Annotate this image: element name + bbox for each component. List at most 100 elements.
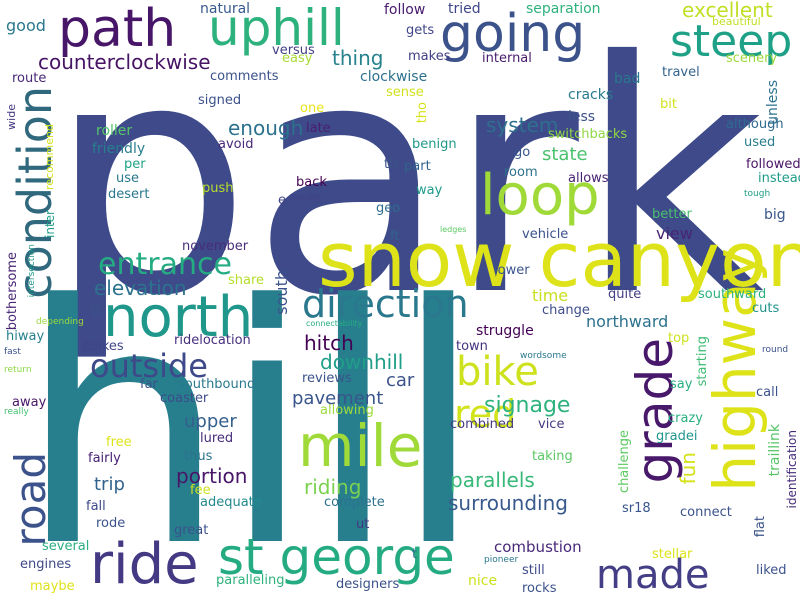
word: inter	[43, 210, 57, 238]
word: view	[656, 224, 693, 243]
word: change	[542, 303, 590, 318]
word: vehicle	[522, 227, 569, 242]
word: rode	[96, 516, 126, 531]
word: park	[48, 0, 765, 366]
word: although	[726, 117, 784, 132]
word: desert	[108, 187, 150, 202]
word: share	[228, 273, 265, 288]
word: bit	[660, 97, 677, 112]
word: avoid	[218, 137, 254, 152]
word: internal	[482, 51, 532, 66]
word: reviews	[302, 371, 352, 386]
word: paralleling	[216, 573, 285, 588]
word: tried	[448, 1, 481, 17]
word: st george	[218, 528, 455, 586]
word: sense	[386, 85, 424, 100]
word: mostly	[290, 193, 321, 203]
word: ebikes	[82, 339, 124, 354]
word: upper	[184, 411, 237, 432]
word: excellent	[682, 0, 773, 22]
word: natural	[200, 1, 251, 17]
word: snow canyon	[318, 215, 800, 304]
word: thus	[184, 449, 213, 464]
word: several	[42, 539, 90, 554]
word: fun	[676, 452, 700, 485]
word: road	[6, 452, 55, 547]
word: pioneer	[484, 555, 519, 565]
word: ft	[390, 229, 400, 244]
word: room	[504, 165, 538, 180]
word: bad	[614, 71, 641, 87]
word: ridelocation	[174, 333, 251, 348]
word: cuts	[752, 301, 780, 316]
word: use	[116, 171, 140, 186]
word: travel	[662, 65, 700, 80]
word: thing	[332, 46, 384, 70]
word: traillink	[767, 424, 783, 477]
word: hill	[18, 235, 484, 600]
word: th	[384, 157, 398, 172]
word: top	[668, 331, 690, 346]
word: hiway	[6, 329, 45, 344]
word: separation	[526, 1, 601, 17]
word: path	[58, 0, 177, 59]
word: geo	[376, 201, 401, 216]
word: follow	[384, 2, 426, 18]
word: counterclockwise	[38, 50, 211, 74]
word: going	[440, 4, 586, 64]
word: versus	[272, 43, 315, 58]
word: portion	[176, 464, 248, 488]
word: loop	[480, 163, 600, 228]
word: hitch	[304, 331, 354, 355]
word: e	[278, 193, 286, 208]
word: complete	[324, 495, 385, 510]
word: less	[568, 109, 596, 125]
word: stellar	[652, 547, 693, 562]
word: per	[124, 157, 146, 172]
word: outside	[90, 347, 208, 385]
word: better	[652, 207, 692, 222]
word: way	[416, 183, 443, 198]
word: back	[296, 175, 327, 190]
word: fast	[4, 347, 21, 357]
word: instead	[758, 171, 800, 186]
word: lower	[494, 263, 530, 278]
word: push	[202, 181, 234, 196]
word: benign	[412, 137, 457, 152]
word: identification	[785, 430, 799, 509]
word: adequate	[200, 495, 262, 510]
word: route	[12, 71, 47, 86]
word: state	[542, 144, 588, 165]
word: system	[486, 113, 559, 137]
word: riding	[304, 475, 362, 499]
word: made	[596, 552, 710, 598]
word: friendly	[92, 141, 146, 157]
word: ledges	[440, 225, 467, 234]
word: allowing	[320, 403, 374, 418]
word: recommend	[43, 124, 56, 190]
word: scenery	[726, 51, 778, 66]
word: far	[140, 377, 158, 392]
word: quite	[608, 287, 642, 302]
word: connectability	[306, 319, 363, 328]
word: round	[762, 345, 789, 355]
word: downhill	[320, 350, 404, 374]
word: tough	[744, 189, 771, 199]
word: ride	[90, 532, 199, 597]
word: entrance	[98, 247, 232, 282]
word: north	[103, 285, 254, 350]
word: vice	[538, 417, 565, 432]
word: fall	[86, 499, 106, 514]
word: highway	[701, 248, 769, 492]
word: nice	[468, 573, 498, 589]
word: south	[272, 270, 291, 315]
word: elevation	[94, 276, 187, 300]
word: return	[4, 365, 32, 375]
word: car	[386, 370, 415, 391]
word: still	[522, 563, 545, 578]
word: lured	[200, 431, 234, 446]
word: sr18	[622, 501, 651, 516]
word: crazy	[668, 411, 703, 426]
word: steep	[670, 16, 793, 67]
word: southbound	[178, 377, 256, 392]
